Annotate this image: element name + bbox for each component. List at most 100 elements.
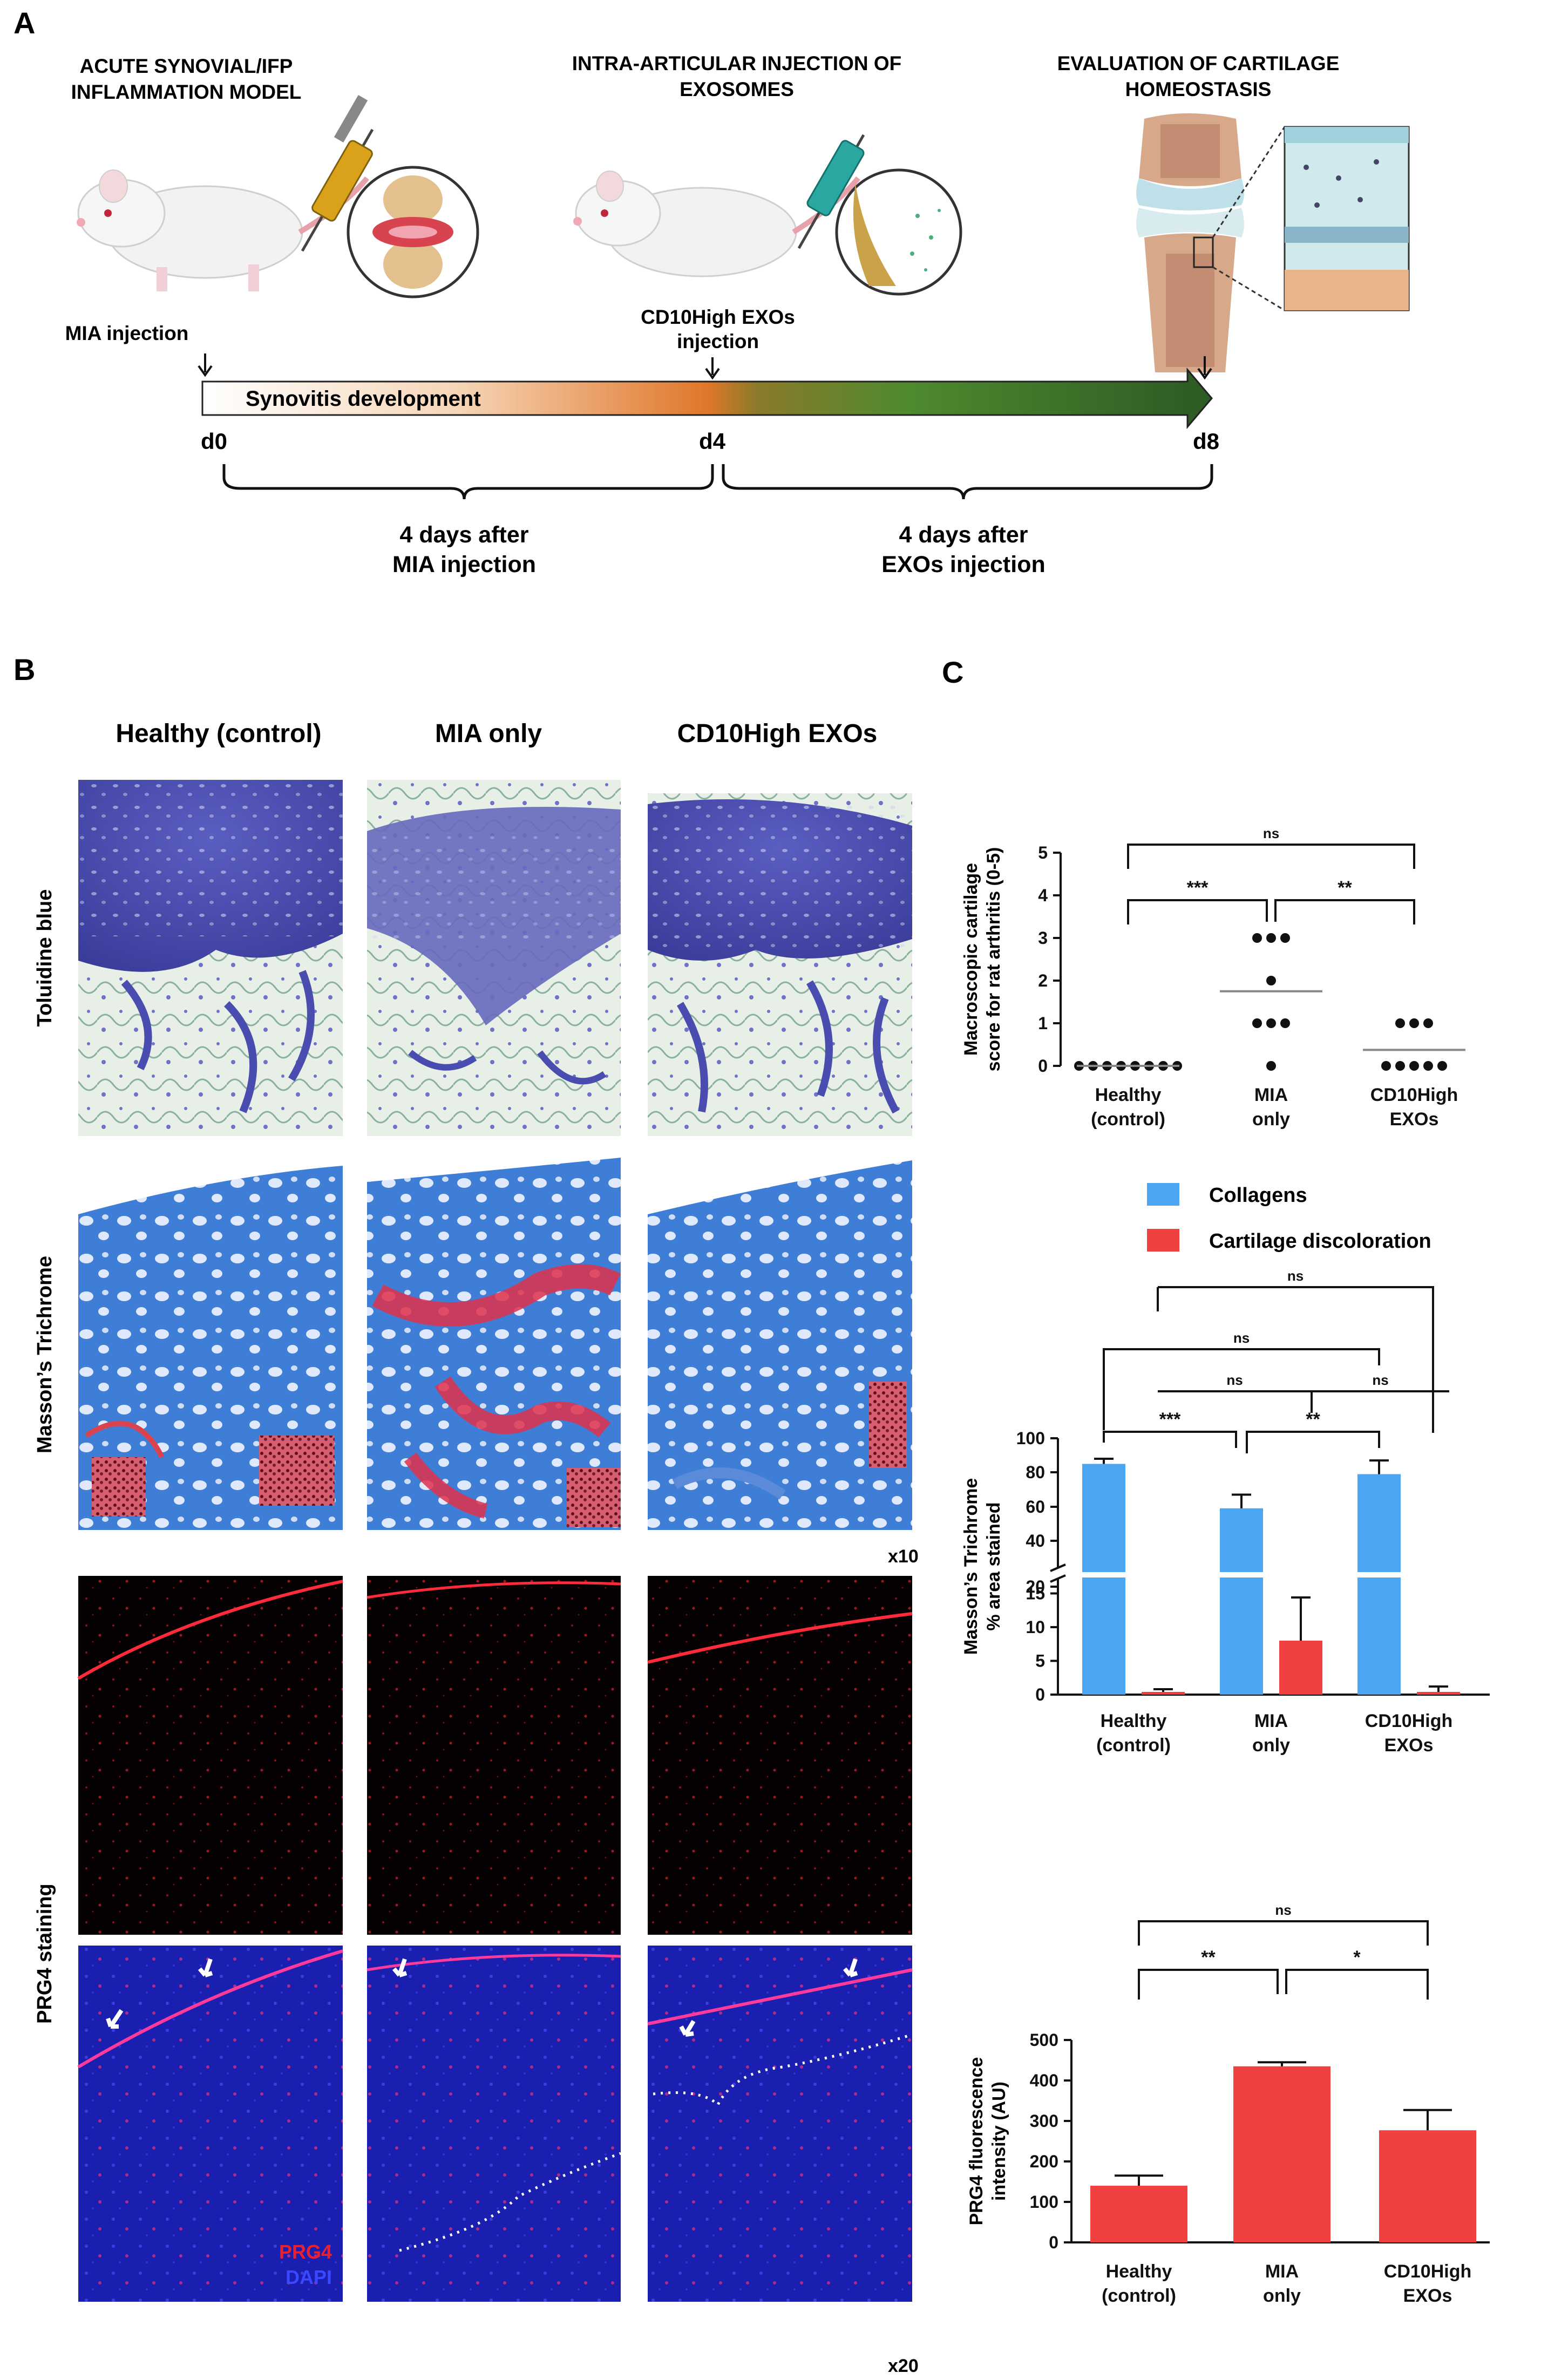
exos-injection-line2: injection: [677, 330, 759, 352]
panel-a-label: A: [13, 6, 35, 40]
chart1-data-point: [1266, 1061, 1276, 1071]
chart1-data-point: [1437, 1061, 1447, 1071]
step3-title-line2: HOMEOSTASIS: [1125, 78, 1272, 100]
chart3-bar: [1379, 2130, 1476, 2242]
chart2-errorbar-collagens: [1232, 1493, 1251, 1508]
chart1-ytick-label: 1: [1038, 1014, 1048, 1033]
syringe-2-icon: [797, 134, 865, 249]
panel-a: A ACUTE SYNOVIAL/IFP INFLAMMATION MODEL …: [13, 6, 1410, 577]
micrograph-prg4-merge-mia: [366, 1946, 621, 2302]
chart3-errorbar: [1115, 2174, 1163, 2186]
chart2-xtick-line2: (control): [1096, 1735, 1171, 1756]
brace2-line1: 4 days after: [899, 522, 1028, 548]
micrograph-prg4-red-mia: [366, 1576, 621, 1935]
chart1-xtick-line2: (control): [1091, 1109, 1165, 1130]
timeline-label: Synovitis development: [246, 387, 481, 411]
chart2-ylabel-line1: Masson’s Trichrome: [961, 1478, 981, 1655]
micrograph-prg4-red-healthy: [77, 1576, 343, 1935]
chart3-ytick-label: 100: [1030, 2192, 1058, 2212]
mia-arrow-icon: [198, 353, 213, 377]
timeline-arrow: [201, 367, 1213, 430]
chart-macroscopic-score: Macroscopic cartilage score for rat arth…: [961, 825, 1465, 1130]
chart2-errorbar-discoloration: [1429, 1685, 1448, 1692]
row-label-toluidine: Toluidine blue: [33, 889, 56, 1027]
brace2-line2: EXOs injection: [881, 552, 1045, 577]
chart1-sig-healthy-exos-bracket: [1127, 844, 1415, 869]
chart2-axis-break: [1050, 1563, 1066, 1583]
chart1-data-point: [1280, 1018, 1290, 1028]
micrograph-masson-exos: [648, 1150, 912, 1530]
chart2-sig-2-label: ns: [1233, 1330, 1250, 1346]
chart3-ytick-label: 300: [1030, 2111, 1058, 2131]
row-label-prg4: PRG4 staining: [33, 1883, 56, 2024]
chart2-xtick-line1: MIA: [1254, 1711, 1288, 1731]
chart2-xtick-line1: CD10High: [1365, 1711, 1452, 1731]
chart2-ytick-label: 100: [1016, 1429, 1045, 1448]
knee-joint-illustration: [1136, 113, 1244, 372]
chart2-sig-3-bracket: [1158, 1390, 1313, 1413]
chart2-sig-4-label: ns: [1372, 1372, 1388, 1388]
chart1-sig-mia-exos-bracket: [1274, 899, 1415, 924]
chart3-sig-healthy-exos-label: ns: [1275, 1902, 1291, 1918]
chart2-sig-6-label: **: [1306, 1409, 1320, 1430]
chart2-bar-collagens: [1220, 1508, 1263, 1695]
chart2-bar-discoloration: [1142, 1692, 1185, 1695]
chart3-bar: [1233, 2066, 1330, 2242]
chart1-data-point: [1266, 1018, 1276, 1028]
chart3-ytick-label: 400: [1030, 2071, 1058, 2090]
chart3-ylabel-line1: PRG4 fluorescence: [966, 2057, 987, 2226]
chart-masson-area: Masson’s Trichrome % area stained 0 5 10 15…: [961, 1268, 1490, 1756]
panel-b: B Healthy (control) MIA only CD10High EX…: [13, 652, 919, 2376]
chart3-xtick-line2: only: [1263, 2286, 1301, 2306]
brace1-line2: MIA injection: [392, 552, 536, 577]
chart2-bar-collagens: [1082, 1464, 1125, 1695]
chart2-xtick-line2: EXOs: [1384, 1735, 1434, 1756]
chart3-sig-healthy-exos-bracket: [1138, 1920, 1429, 1946]
chart2-sig-6-bracket: [1246, 1431, 1380, 1453]
chart1-data-point: [1409, 1018, 1419, 1028]
chart1-data-point: [1409, 1061, 1419, 1071]
chart3-errorbar: [1403, 2109, 1452, 2131]
chart1-ytick-label: 2: [1038, 971, 1048, 990]
col-header-mia: MIA only: [435, 719, 542, 748]
syringe-1-icon: [301, 95, 374, 252]
chart-prg4-intensity: PRG4 fluorescence intensity (AU) 0 100 200…: [966, 1902, 1490, 2306]
chart1-data-point: [1266, 976, 1276, 985]
chart2-ytick-label: 60: [1026, 1497, 1045, 1517]
chart1-ylabel-line2: score for rat arthritis (0-5): [983, 847, 1004, 1072]
step1-title-line2: INFLAMMATION MODEL: [71, 81, 302, 103]
chart1-data-point: [1266, 933, 1276, 943]
mia-injection-label: MIA injection: [65, 322, 189, 344]
col-header-healthy: Healthy (control): [116, 719, 321, 748]
legend-dapi: DAPI: [286, 2266, 332, 2288]
chart2-errorbar-discoloration: [1291, 1596, 1311, 1641]
chart1-sig-healthy-mia-bracket: [1127, 899, 1268, 924]
col-header-exos: CD10High EXOs: [677, 719, 878, 748]
chart1-data-point: [1280, 933, 1290, 943]
chart3-sig-mia-exos-bracket: [1285, 1969, 1429, 2000]
micrograph-prg4-merge-healthy: [77, 1946, 343, 2302]
chart2-ylabel-line2: % area stained: [983, 1502, 1004, 1630]
chart1-data-point: [1423, 1061, 1433, 1071]
panel-c: C Macroscopic cartilage score for rat ar…: [942, 655, 1490, 2306]
exos-arrow-icon: [705, 357, 720, 380]
rat-illustration-2: [573, 171, 860, 277]
chart1-ytick-label: 3: [1038, 928, 1048, 948]
evaluation-arrow-icon: [1197, 356, 1212, 380]
chart2-sig-1-bracket: [1158, 1286, 1434, 1433]
micrograph-masson-healthy: [78, 1150, 343, 1530]
legend-prg4: PRG4: [279, 2241, 332, 2263]
micrograph-prg4-red-exos: [647, 1576, 913, 1935]
chart3-xtick-line2: EXOs: [1403, 2286, 1452, 2306]
chart1-ylabel-line1: Macroscopic cartilage: [961, 863, 981, 1056]
chart2-ytick-label: 5: [1035, 1651, 1045, 1671]
chart3-xtick-line1: MIA: [1265, 2261, 1299, 2282]
chart1-ytick-label: 5: [1038, 843, 1048, 862]
chart3-xtick-line1: Healthy: [1106, 2261, 1172, 2282]
chart1-ytick-label: 0: [1038, 1056, 1048, 1076]
chart2-errorbar-collagens: [1369, 1459, 1389, 1474]
chart1-data-point: [1395, 1061, 1405, 1071]
step2-title-line2: EXOSOMES: [680, 78, 794, 100]
day8-label: d8: [1193, 429, 1219, 454]
